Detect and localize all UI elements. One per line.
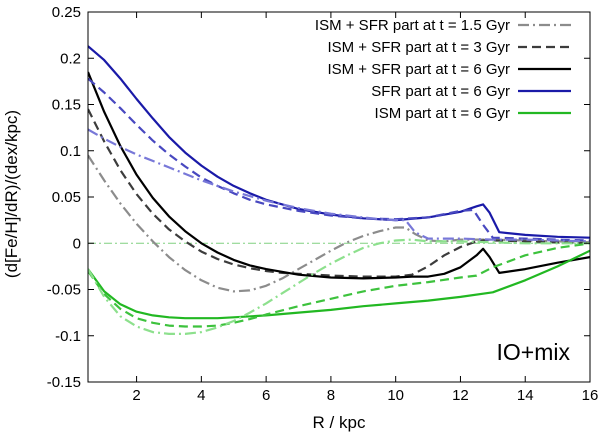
series-line-7 xyxy=(88,249,590,320)
x-tick-label: 12 xyxy=(452,387,469,404)
annotation-label: IO+mix xyxy=(497,339,571,365)
x-tick-label: 6 xyxy=(262,387,270,404)
y-tick-label: 0.05 xyxy=(52,189,81,206)
x-tick-label: 10 xyxy=(387,387,404,404)
y-tick-label: -0.05 xyxy=(47,282,81,299)
y-tick-label: 0.25 xyxy=(52,4,81,21)
x-tick-label: 8 xyxy=(327,387,335,404)
plot-layer xyxy=(88,45,590,335)
series-line-2 xyxy=(88,108,590,278)
legend-label: ISM + SFR part at t = 3 Gyr xyxy=(327,39,510,56)
series-line-3 xyxy=(88,71,590,280)
legend-label: SFR part at t = 6 Gyr xyxy=(371,83,510,100)
series-line-8 xyxy=(88,242,590,328)
y-tick-label: 0.15 xyxy=(52,97,81,114)
series-group xyxy=(88,45,590,335)
y-tick-label: -0.15 xyxy=(47,374,81,391)
y-tick-label: -0.1 xyxy=(55,328,81,345)
y-tick-label: 0 xyxy=(73,235,81,252)
x-tick-label: 2 xyxy=(132,387,140,404)
x-tick-label: 4 xyxy=(197,387,205,404)
x-axis-title: R / kpc xyxy=(313,413,366,432)
series-line-6 xyxy=(88,128,590,243)
y-tick-label: 0.2 xyxy=(60,50,81,67)
y-tick-label: 0.1 xyxy=(60,143,81,160)
x-tick-label: 14 xyxy=(517,387,534,404)
axis-layer: 2 4 6 8 10 12 14 16 -0.15 -0.1 -0.05 0 0.05 0.1 0.15 0.… xyxy=(47,4,598,404)
series-line-9 xyxy=(88,238,590,335)
legend-label: ISM part at t = 6 Gyr xyxy=(375,105,510,122)
y-axis-title: (d[Fe/H]/dR)/(dex/kpc) xyxy=(2,110,21,278)
legend-label: ISM + SFR part at t = 6 Gyr xyxy=(327,61,510,78)
legend: ISM + SFR part at t = 1.5 Gyr ISM + SFR p… xyxy=(315,17,571,122)
x-tick-label: 16 xyxy=(582,387,598,404)
legend-label: ISM + SFR part at t = 1.5 Gyr xyxy=(315,17,510,34)
series-line-5 xyxy=(88,77,590,242)
